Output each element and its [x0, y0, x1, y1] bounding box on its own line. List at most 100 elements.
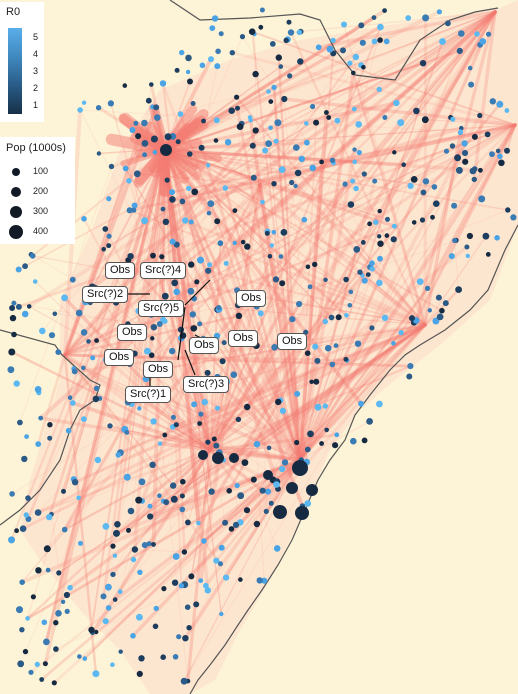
flow-line: [91, 286, 301, 461]
flow-line: [298, 318, 419, 462]
city-node: [105, 605, 112, 611]
city-node: [369, 266, 375, 272]
city-node: [34, 386, 42, 393]
city-node: [357, 269, 363, 275]
city-node: [110, 571, 116, 578]
city-node: [148, 352, 155, 359]
city-node: [450, 116, 456, 122]
city-node: [90, 355, 96, 361]
city-node: [287, 73, 293, 79]
city-node: [160, 654, 166, 660]
city-node: [21, 310, 29, 318]
city-node: [8, 348, 16, 356]
flow-line: [164, 149, 443, 312]
flow-line: [128, 123, 517, 212]
flow-line: [198, 183, 262, 583]
city-node: [353, 185, 359, 192]
city-node: [197, 256, 204, 264]
city-node: [304, 500, 312, 507]
city-node: [268, 99, 274, 104]
city-node: [185, 519, 191, 526]
city-node: [115, 452, 122, 458]
city-node: [413, 107, 420, 115]
flow-line: [216, 11, 496, 378]
city-node: [214, 63, 221, 70]
flow-line: [208, 433, 339, 452]
city-node: [170, 414, 176, 420]
flow-line: [209, 26, 382, 451]
city-node: [169, 238, 176, 245]
flow-line: [225, 458, 302, 579]
city-node: [189, 311, 196, 318]
pop-dot-200: [11, 187, 21, 197]
flow-line: [289, 31, 427, 327]
flow-line: [40, 458, 302, 681]
boundary-north: [169, 0, 499, 81]
flow-line: [10, 350, 212, 452]
label-obs: Obs: [189, 337, 220, 354]
city-node: [150, 252, 156, 259]
flow-line: [207, 269, 427, 327]
city-node: [13, 380, 20, 387]
label-src2: Src(?)2: [82, 286, 129, 303]
city-node: [35, 441, 42, 447]
city-node: [77, 654, 82, 659]
flow-line: [151, 148, 167, 547]
city-node-large: [273, 505, 287, 519]
city-node: [190, 325, 197, 332]
city-node: [130, 633, 136, 639]
flow-line: [131, 270, 209, 405]
city-node: [462, 158, 469, 165]
flow-line: [171, 123, 517, 194]
flow-line: [43, 148, 167, 666]
label-src3: Src(?)3: [183, 376, 230, 393]
city-node: [248, 118, 253, 123]
flow-line: [130, 323, 161, 512]
pop-label-200: 200: [33, 186, 49, 196]
flow-line: [170, 123, 517, 202]
city-node: [455, 286, 462, 293]
city-node: [342, 181, 348, 187]
flow-line: [17, 123, 517, 309]
flow-line: [343, 23, 426, 326]
leader-src5: [177, 306, 186, 361]
flow-line: [162, 323, 427, 503]
flow-line: [298, 71, 356, 462]
city-node: [160, 206, 166, 212]
city-node: [322, 318, 328, 325]
city-node: [214, 218, 221, 225]
city-node: [171, 279, 179, 287]
flow-line: [161, 183, 262, 211]
flow-line: [183, 219, 427, 327]
flow-line: [187, 449, 211, 524]
city-node: [280, 229, 288, 236]
city-node: [410, 176, 418, 183]
city-node: [154, 114, 161, 121]
city-node: [29, 253, 36, 259]
city-node: [304, 446, 311, 453]
flow-line: [298, 153, 494, 462]
city-node: [133, 170, 141, 178]
city-node: [239, 34, 246, 40]
city-node: [218, 31, 224, 37]
city-node: [113, 529, 120, 537]
flow-line: [208, 182, 347, 452]
city-node: [485, 252, 491, 257]
flow-line: [235, 96, 427, 327]
label-obs: Obs: [104, 349, 135, 366]
city-node: [371, 15, 377, 20]
city-node: [194, 279, 200, 285]
city-node: [182, 217, 189, 224]
city-node: [452, 237, 458, 244]
flow-line: [164, 149, 333, 319]
city-node: [409, 315, 415, 322]
city-node: [186, 625, 192, 631]
city-node: [184, 604, 191, 610]
flow-line: [44, 148, 167, 644]
flow-line: [258, 183, 414, 321]
city-node: [117, 589, 123, 595]
city-node: [53, 620, 59, 626]
city-node: [61, 488, 66, 494]
city-node: [355, 121, 363, 128]
city-node: [162, 432, 168, 438]
